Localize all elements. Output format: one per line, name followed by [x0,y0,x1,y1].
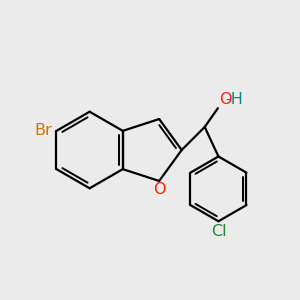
Text: O: O [153,182,165,197]
Text: Br: Br [34,123,52,138]
Text: Cl: Cl [211,224,226,238]
Text: -H: -H [225,92,243,107]
Text: O: O [219,92,232,107]
